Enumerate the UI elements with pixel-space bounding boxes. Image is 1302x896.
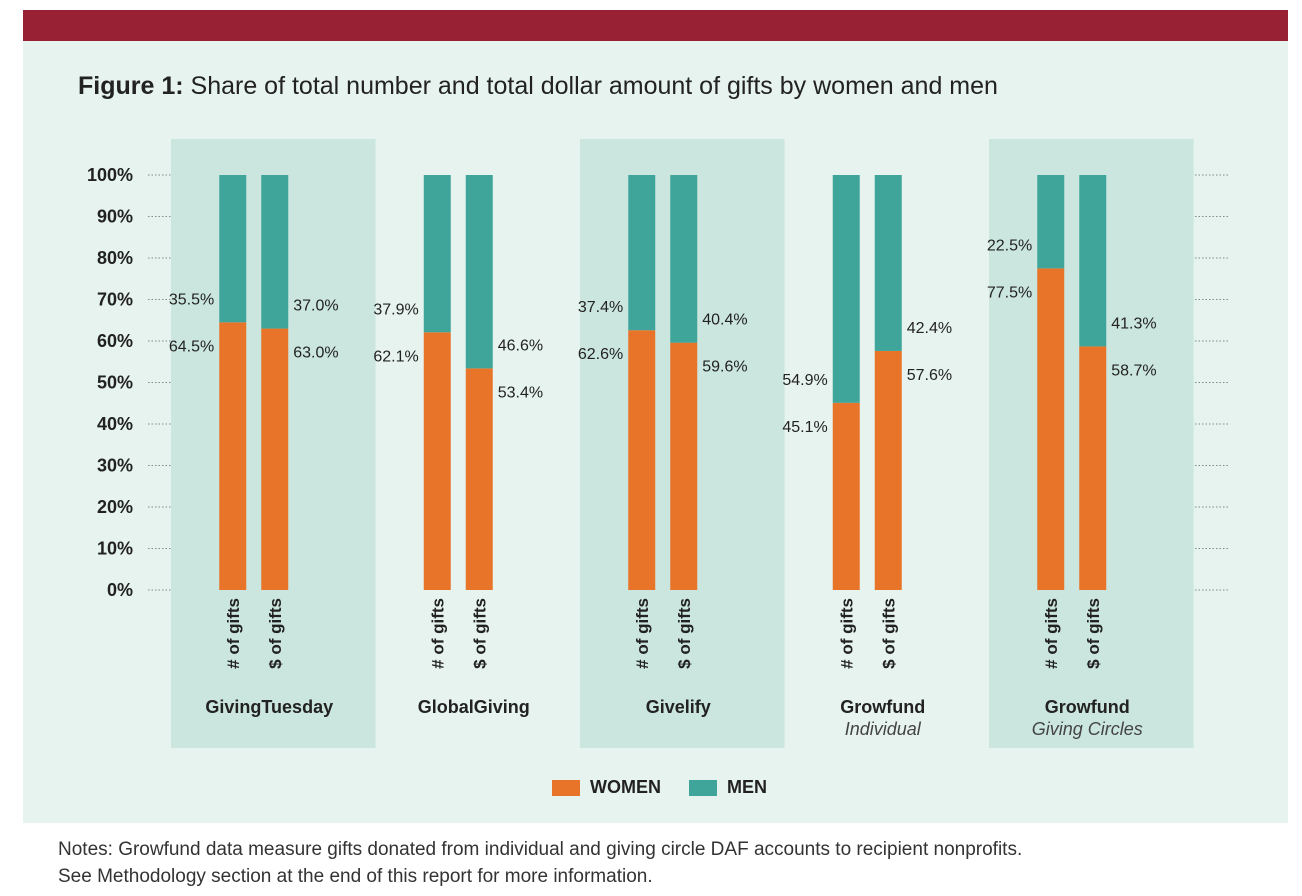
y-tick-label-8: 80% [97,248,133,268]
bar-women-2-1 [670,342,698,590]
data-label-women-2-0: 62.6% [578,346,623,363]
bar-category-label-2-1: $ of gifts [675,598,694,669]
legend-swatch-men [689,779,717,796]
header-bar [23,10,1288,41]
bar-category-label-2-0: # of gifts [633,598,652,669]
legend-item-men: MEN [689,777,767,798]
bar-category-label-4-1: $ of gifts [1084,598,1103,669]
group-label-2: Givelify [646,697,711,717]
group-sublabel-3: Individual [845,719,922,739]
data-label-men-2-1: 40.4% [702,312,747,329]
legend-swatch-women [552,779,580,796]
bar-men-0-0 [219,175,247,323]
bar-category-label-3-1: $ of gifts [879,598,898,669]
data-label-women-4-1: 58.7% [1111,362,1156,379]
bar-men-4-0 [1037,175,1065,269]
bar-men-0-1 [261,175,289,329]
legend: WOMEN MEN [552,777,795,798]
y-tick-label-3: 30% [97,456,133,476]
group-label-3: Growfund [840,697,925,717]
bar-women-3-0 [832,402,860,590]
data-label-men-2-0: 37.4% [578,299,623,316]
bar-women-2-0 [628,330,656,590]
bar-women-0-0 [219,322,247,590]
group-label-1: GlobalGiving [418,697,530,717]
bar-women-4-0 [1037,268,1065,590]
y-tick-label-4: 40% [97,414,133,434]
bar-category-label-1-0: # of gifts [428,598,447,669]
bar-men-3-1 [874,175,902,351]
figure-label: Figure 1: [78,72,184,100]
figure-title-text: Share of total number and total dollar a… [183,72,998,100]
bar-category-label-0-1: $ of gifts [266,598,285,669]
bar-women-3-1 [874,350,902,590]
data-label-men-1-1: 46.6% [498,337,543,354]
bar-category-label-1-1: $ of gifts [470,598,489,669]
bar-category-label-4-0: # of gifts [1042,598,1061,669]
bar-men-3-0 [832,175,860,403]
bar-men-2-0 [628,175,656,331]
legend-item-women: WOMEN [552,777,661,798]
data-label-men-4-0: 22.5% [987,237,1032,254]
data-label-women-0-0: 64.5% [169,338,214,355]
bar-women-1-1 [465,368,493,590]
y-tick-label-1: 10% [97,539,133,559]
group-label-0: GivingTuesday [205,697,333,717]
data-label-women-3-1: 57.6% [907,367,952,384]
notes-line-2: See Methodology section at the end of th… [58,866,653,887]
data-label-women-3-0: 45.1% [782,419,827,436]
y-tick-label-2: 20% [97,497,133,517]
data-label-women-2-1: 59.6% [702,359,747,376]
data-label-men-4-1: 41.3% [1111,315,1156,332]
notes: Notes: Growfund data measure gifts donat… [58,836,1022,890]
figure-title: Figure 1: Share of total number and tota… [78,72,998,101]
y-tick-label-5: 50% [97,373,133,393]
y-tick-label-9: 90% [97,207,133,227]
bar-women-0-1 [261,328,289,590]
bar-men-2-1 [670,175,698,343]
bar-category-label-0-0: # of gifts [224,598,243,669]
y-tick-label-7: 70% [97,290,133,310]
bar-category-label-3-0: # of gifts [837,598,856,669]
group-sublabel-4: Giving Circles [1032,719,1143,739]
data-label-women-1-1: 53.4% [498,384,543,401]
bar-women-4-1 [1079,346,1107,590]
bar-men-1-0 [423,175,451,333]
data-label-men-0-0: 35.5% [169,291,214,308]
data-label-men-0-1: 37.0% [293,298,338,315]
data-label-men-1-0: 37.9% [373,301,418,318]
y-tick-label-0: 0% [107,580,133,600]
y-tick-label-10: 100% [87,165,133,185]
bar-men-4-1 [1079,175,1107,347]
group-label-4: Growfund [1045,697,1130,717]
data-label-men-3-1: 42.4% [907,320,952,337]
bar-women-1-0 [423,332,451,590]
notes-line-1: Notes: Growfund data measure gifts donat… [58,839,1023,860]
bar-men-1-1 [465,175,493,369]
legend-label-men: MEN [727,777,767,797]
data-label-men-3-0: 54.9% [782,372,827,389]
data-label-women-0-1: 63.0% [293,345,338,362]
y-tick-label-6: 60% [97,331,133,351]
data-label-women-1-0: 62.1% [373,348,418,365]
legend-label-women: WOMEN [590,777,661,797]
data-label-women-4-0: 77.5% [987,284,1032,301]
